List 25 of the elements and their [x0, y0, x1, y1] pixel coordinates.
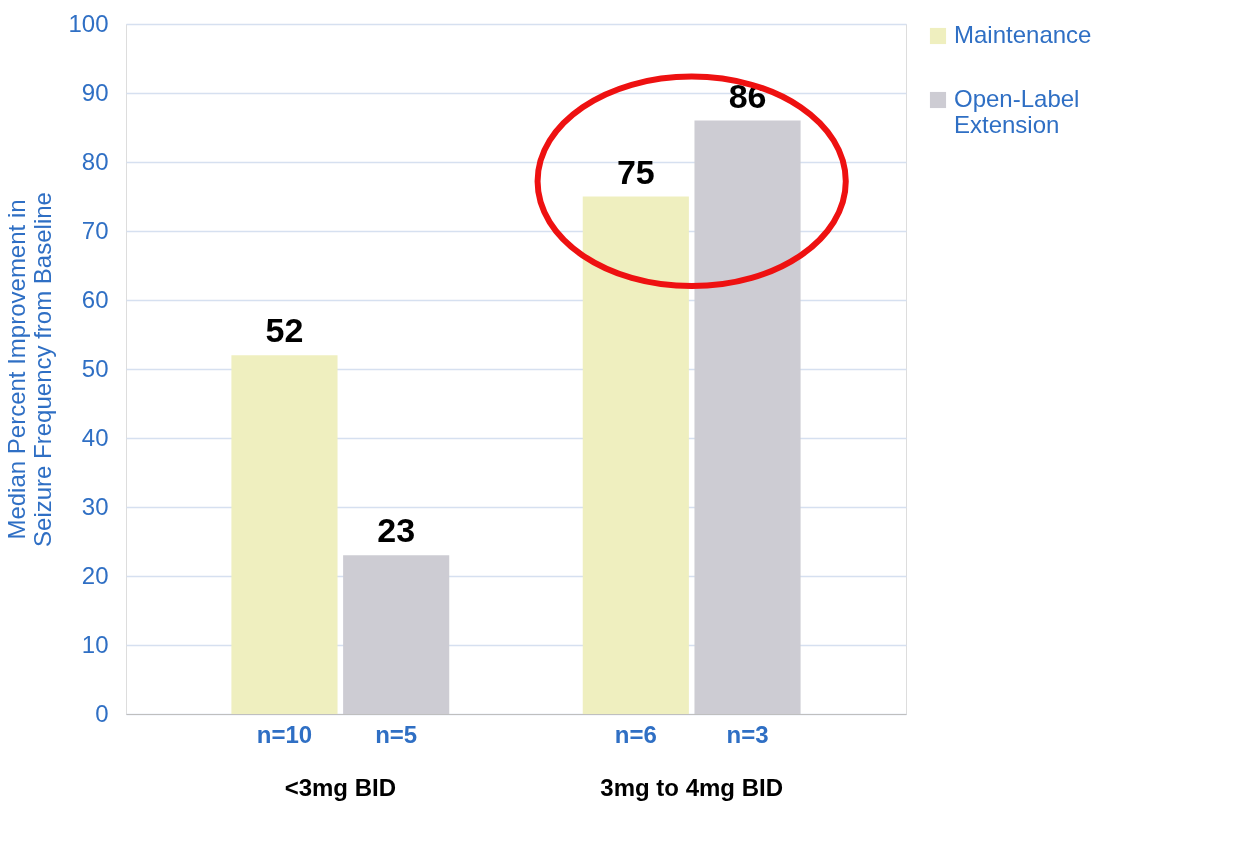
y-tick-label: 0: [95, 699, 109, 727]
y-tick-label: 30: [81, 492, 109, 520]
y-tick-label: 60: [81, 285, 109, 313]
y-tick-label: 50: [81, 354, 109, 382]
data-label: 23: [377, 511, 416, 550]
y-tick-label: 70: [81, 216, 109, 244]
data-label: 75: [616, 152, 655, 191]
y-tick-label: 40: [81, 423, 109, 451]
y-axis-title: Median Percent Improvement in Seizure Frequency from Baseline: [3, 192, 57, 547]
legend-label: Open-Label Extension: [954, 85, 1080, 138]
x-tick-label: <3mg BID: [284, 773, 397, 801]
legend-label: Maintenance: [954, 21, 1092, 48]
text: n=10: [256, 721, 313, 748]
x-tick-label: 3mg to 4mg BID: [600, 773, 784, 801]
text: n=6: [614, 721, 657, 748]
text: n=3: [726, 721, 769, 748]
y-tick-label: 80: [81, 147, 109, 175]
y-tick-label: 20: [81, 561, 109, 589]
text: n=5: [375, 721, 418, 748]
y-tick-label: 90: [81, 78, 109, 106]
bar: [231, 355, 338, 714]
data-label: 52: [265, 311, 304, 350]
y-tick-label: 10: [81, 630, 109, 658]
bar: [343, 555, 450, 714]
y-tick-label: 100: [68, 9, 109, 37]
